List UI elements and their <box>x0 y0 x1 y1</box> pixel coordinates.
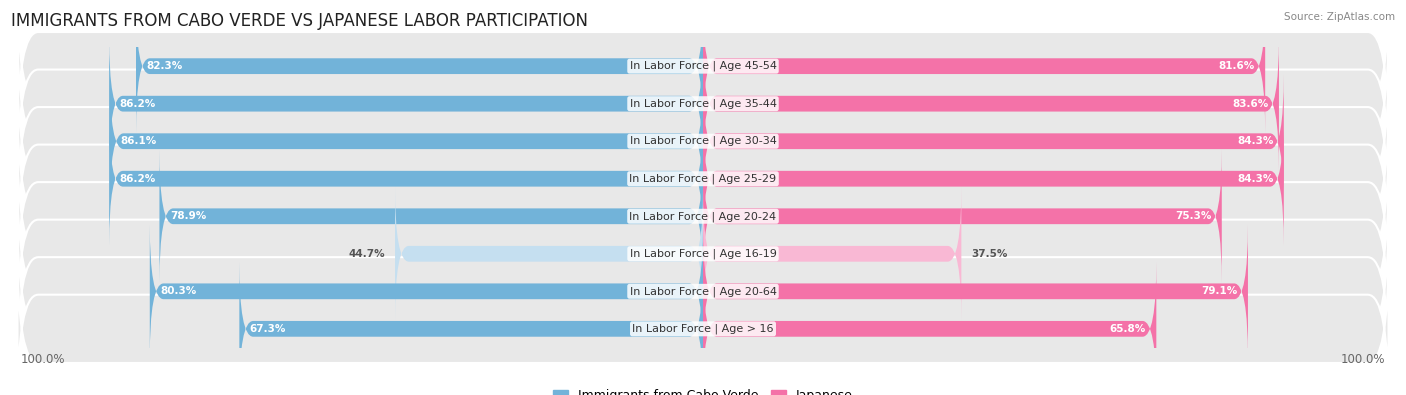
Text: 86.2%: 86.2% <box>120 99 156 109</box>
Text: 80.3%: 80.3% <box>160 286 197 296</box>
Text: 65.8%: 65.8% <box>1109 324 1146 334</box>
Text: In Labor Force | Age 20-24: In Labor Force | Age 20-24 <box>630 211 776 222</box>
FancyBboxPatch shape <box>17 100 1389 257</box>
Text: In Labor Force | Age 16-19: In Labor Force | Age 16-19 <box>630 248 776 259</box>
Text: 83.6%: 83.6% <box>1233 99 1268 109</box>
Text: 82.3%: 82.3% <box>146 61 183 71</box>
FancyBboxPatch shape <box>110 74 703 209</box>
FancyBboxPatch shape <box>110 111 703 246</box>
Text: In Labor Force | Age 25-29: In Labor Force | Age 25-29 <box>630 173 776 184</box>
Text: 79.1%: 79.1% <box>1201 286 1237 296</box>
Text: In Labor Force | Age 20-64: In Labor Force | Age 20-64 <box>630 286 776 297</box>
FancyBboxPatch shape <box>17 25 1389 182</box>
FancyBboxPatch shape <box>17 63 1389 220</box>
Text: 81.6%: 81.6% <box>1219 61 1254 71</box>
Text: 84.3%: 84.3% <box>1237 174 1274 184</box>
Legend: Immigrants from Cabo Verde, Japanese: Immigrants from Cabo Verde, Japanese <box>548 384 858 395</box>
FancyBboxPatch shape <box>703 0 1265 134</box>
Text: 37.5%: 37.5% <box>972 249 1008 259</box>
Text: 84.3%: 84.3% <box>1237 136 1274 146</box>
Text: In Labor Force | Age 35-44: In Labor Force | Age 35-44 <box>630 98 776 109</box>
Text: 44.7%: 44.7% <box>349 249 385 259</box>
FancyBboxPatch shape <box>17 250 1389 395</box>
Text: In Labor Force | Age 30-34: In Labor Force | Age 30-34 <box>630 136 776 147</box>
FancyBboxPatch shape <box>17 213 1389 370</box>
Text: 86.2%: 86.2% <box>120 174 156 184</box>
FancyBboxPatch shape <box>703 36 1279 171</box>
Text: 100.0%: 100.0% <box>1340 353 1385 366</box>
FancyBboxPatch shape <box>703 186 962 321</box>
FancyBboxPatch shape <box>136 0 703 134</box>
FancyBboxPatch shape <box>703 111 1284 246</box>
Text: 75.3%: 75.3% <box>1175 211 1212 221</box>
Text: 86.1%: 86.1% <box>120 136 156 146</box>
FancyBboxPatch shape <box>17 138 1389 295</box>
FancyBboxPatch shape <box>703 74 1284 209</box>
FancyBboxPatch shape <box>150 224 703 359</box>
FancyBboxPatch shape <box>395 186 703 321</box>
FancyBboxPatch shape <box>110 36 703 171</box>
Text: 100.0%: 100.0% <box>21 353 66 366</box>
FancyBboxPatch shape <box>703 149 1222 284</box>
FancyBboxPatch shape <box>239 261 703 395</box>
Text: 78.9%: 78.9% <box>170 211 207 221</box>
Text: In Labor Force | Age > 16: In Labor Force | Age > 16 <box>633 324 773 334</box>
FancyBboxPatch shape <box>703 224 1249 359</box>
Text: Source: ZipAtlas.com: Source: ZipAtlas.com <box>1284 12 1395 22</box>
FancyBboxPatch shape <box>159 149 703 284</box>
FancyBboxPatch shape <box>17 0 1389 145</box>
Text: 67.3%: 67.3% <box>250 324 285 334</box>
Text: IMMIGRANTS FROM CABO VERDE VS JAPANESE LABOR PARTICIPATION: IMMIGRANTS FROM CABO VERDE VS JAPANESE L… <box>11 12 588 30</box>
FancyBboxPatch shape <box>17 175 1389 332</box>
FancyBboxPatch shape <box>703 261 1156 395</box>
Text: In Labor Force | Age 45-54: In Labor Force | Age 45-54 <box>630 61 776 71</box>
